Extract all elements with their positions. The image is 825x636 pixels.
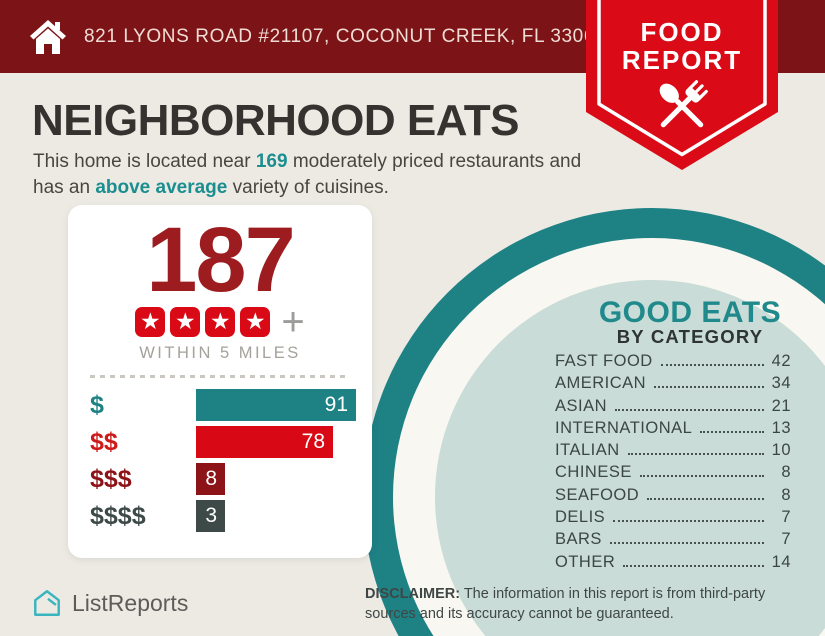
crossed-spoon-fork-icon [659,80,708,128]
category-row: ITALIAN 10 [555,441,791,463]
subtitle-text: has an [33,177,96,199]
subtitle-text: variety of cuisines. [227,177,389,199]
restaurant-count: 169 [255,151,288,172]
category-row: ASIAN 21 [555,397,791,419]
ribbon-line1: FOOD [640,17,723,47]
price-tier-label: $$ [90,427,118,456]
category-row: AMERICAN 34 [555,374,791,396]
good-eats-subtitle: BY CATEGORY [616,326,764,347]
category-label: CHINESE [555,463,632,482]
price-bar-value: 8 [205,467,217,490]
category-value: 14 [771,552,791,571]
star-row: ★ ★ ★ ★ [135,307,271,337]
radius-label: WITHIN 5 MILES [139,344,301,362]
category-value: 13 [771,418,791,437]
price-bar-value: 3 [205,504,217,527]
price-bar-value: 78 [301,430,325,453]
category-value: 7 [781,508,791,527]
dotted-leader [639,475,764,478]
price-bar: 3 [196,500,225,532]
dotted-leader [654,386,764,389]
subtitle-text: This home is located near [33,151,256,172]
category-value: 42 [771,352,791,370]
dotted-leader [615,408,764,411]
category-label: ITALIAN [555,441,620,460]
category-label: OTHER [555,552,616,571]
brand-logo: ListReports [32,588,188,618]
price-bar-row: $$$ 8 [90,463,356,495]
stats-card: 187 ★ ★ ★ ★ + WITHIN 5 MILES $91 $$ 78 $$$ 8 $$$… [68,205,372,558]
category-value: 7 [781,530,791,549]
total-restaurant-count: 187 [146,209,296,311]
price-bar-row: $$ 78 [90,426,356,458]
dotted-leader [627,453,764,456]
category-value: 21 [771,396,791,415]
brand-name: ListReports [72,589,189,616]
good-eats-circle [363,208,825,636]
price-bar-value: 91 [324,393,348,416]
home-icon [30,19,66,54]
price-tier-label: $ [90,390,104,419]
price-bar: 91 [196,389,356,421]
category-row: FAST FOOD 42 [555,352,791,374]
disclaimer-text: The information in this report is from t… [365,586,766,622]
subtitle-line1: This home is located near 169 moderately… [33,149,613,175]
subtitle-line2: has an above average variety of cuisines… [33,175,613,201]
category-row: CHINESE 8 [555,463,791,485]
category-value: 8 [781,485,791,504]
variety-highlight: above average [95,177,228,199]
dashed-divider [90,375,350,378]
price-bar-row: $$$$ 3 [90,500,356,532]
star-icon: ★ [240,307,271,337]
dotted-leader [660,364,764,366]
price-tier-label: $$$ [90,464,132,493]
property-address: 821 LYONS ROAD #21107, COCONUT CREEK, FL… [84,25,607,47]
dotted-leader [623,564,764,567]
ribbon-line2: REPORT [622,45,742,75]
category-row: OTHER 14 [555,553,791,575]
category-label: SEAFOOD [555,485,640,504]
category-list: FAST FOOD 42 AMERICAN 34 ASIAN 21 INTERNATIONA… [555,352,791,575]
category-label: FAST FOOD [555,352,653,370]
subtitle: This home is located near 169 moderately… [33,149,613,201]
disclaimer-label: DISCLAIMER: [365,586,461,602]
plus-icon: + [281,300,305,344]
rating-row: ★ ★ ★ ★ + [68,302,372,342]
listreports-icon [34,590,60,616]
price-bar: 8 [196,463,225,495]
category-row: INTERNATIONAL 13 [555,419,791,441]
disclaimer: DISCLAIMER: The information in this repo… [365,585,817,624]
dotted-leader [613,520,764,523]
star-icon: ★ [205,307,236,337]
category-label: ASIAN [555,396,608,415]
category-label: INTERNATIONAL [555,418,693,437]
category-label: AMERICAN [555,374,647,393]
category-label: BARS [555,530,602,549]
category-label: DELIS [555,508,606,527]
page-title: NEIGHBORHOOD EATS [32,96,519,145]
category-row: BARS 7 [555,530,791,552]
dotted-leader [700,430,764,433]
dotted-leader [609,542,764,545]
dotted-leader [647,497,764,500]
price-tier-label: $$$$ [90,501,146,530]
price-bar-chart: $91 $$ 78 $$$ 8 $$$$ 3 [90,389,356,537]
food-report-badge: FOOD REPORT [586,0,778,170]
star-icon: ★ [170,307,201,337]
price-bar-row: $91 [90,389,356,421]
category-value: 10 [771,441,791,460]
category-value: 34 [771,374,791,393]
category-row: DELIS 7 [555,508,791,530]
good-eats-title: GOOD EATS [598,296,782,329]
subtitle-text: moderately priced restaurants and [287,151,582,172]
category-row: SEAFOOD 8 [555,486,791,508]
star-icon: ★ [135,307,166,337]
price-bar: 78 [196,426,333,458]
category-value: 8 [781,463,791,482]
